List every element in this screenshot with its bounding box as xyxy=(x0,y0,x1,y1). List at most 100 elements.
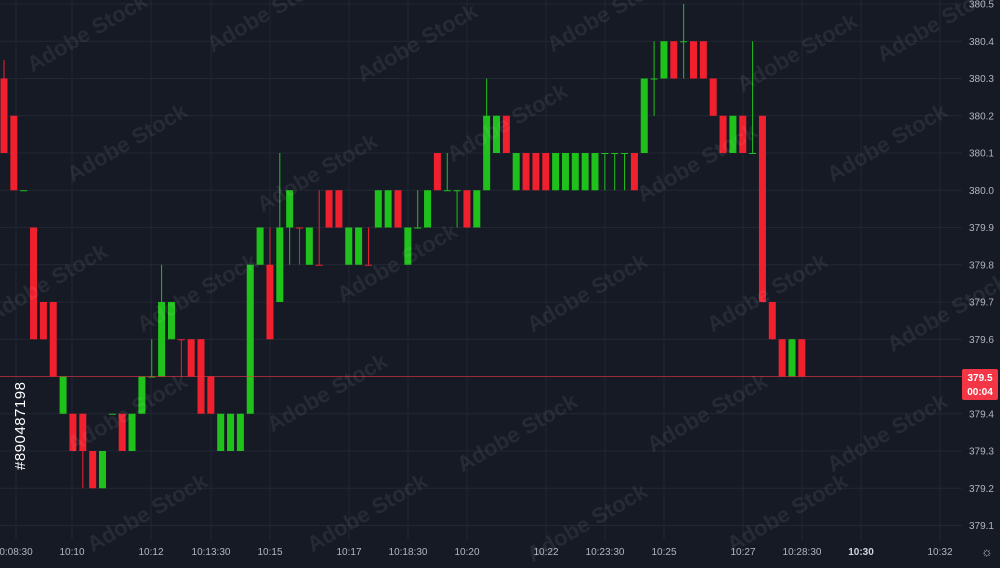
current-price-countdown: 00:04 xyxy=(967,387,993,398)
candle-body xyxy=(89,451,97,489)
candle-body xyxy=(315,264,323,266)
candle-body xyxy=(502,115,510,153)
current-price-tag: 379.5 00:04 xyxy=(962,369,998,400)
candle-body xyxy=(158,302,166,377)
time-tick-label: 10:27 xyxy=(730,547,755,558)
candle-body xyxy=(739,115,747,153)
price-tick-label: 380.5 xyxy=(969,0,994,11)
candle-body xyxy=(433,153,441,191)
candle-body xyxy=(650,78,658,80)
candle-body xyxy=(276,227,284,302)
candle-body xyxy=(296,227,303,229)
candle-body xyxy=(749,153,757,154)
candle-body xyxy=(0,78,8,153)
candle-body xyxy=(640,78,648,153)
candle-body xyxy=(167,302,175,340)
candle-body xyxy=(374,190,382,228)
candle-body xyxy=(69,413,77,451)
time-tick-label: 10:30 xyxy=(848,547,874,558)
candle-body xyxy=(768,302,776,340)
candles xyxy=(0,4,806,489)
price-axis: 380.5 380.4 380.3 380.2 380.1 380.0 379.9 379.8… xyxy=(969,0,994,532)
candle-body xyxy=(187,339,195,377)
candle-body xyxy=(266,264,274,340)
candle-body xyxy=(79,413,87,451)
candle-body xyxy=(621,153,629,154)
candle-body xyxy=(522,153,530,191)
candle-body xyxy=(414,227,422,229)
candle-body xyxy=(690,41,697,79)
candle-body xyxy=(532,153,540,191)
candle-body xyxy=(207,376,215,414)
price-tick-label: 380.2 xyxy=(969,111,994,122)
candle-body xyxy=(335,190,343,228)
candle-body xyxy=(286,190,294,228)
candle-body xyxy=(227,413,235,451)
candle-body xyxy=(788,339,796,377)
time-tick-label: 10:20 xyxy=(454,547,479,558)
price-tick-label: 379.7 xyxy=(969,298,994,309)
candle-body xyxy=(305,227,313,265)
candle-body xyxy=(699,41,707,79)
candle-body xyxy=(473,190,481,228)
candle-body xyxy=(364,264,372,266)
candle-body xyxy=(49,302,57,377)
candle-body xyxy=(709,78,717,116)
grid-lines xyxy=(0,0,962,540)
stock-id-label: #890487198 xyxy=(12,381,29,470)
candle-body xyxy=(719,115,727,153)
time-tick-label: 10:13:30 xyxy=(192,547,231,558)
candle-body xyxy=(345,227,353,265)
time-tick-label: 10:28:30 xyxy=(783,547,822,558)
candle-body xyxy=(394,190,402,228)
time-tick-label: 10:12 xyxy=(138,547,163,558)
candle-body xyxy=(10,115,18,191)
candle-body xyxy=(217,413,225,451)
candle-body xyxy=(108,413,116,415)
time-tick-label: 0:08:30 xyxy=(0,547,33,558)
price-tick-label: 380.1 xyxy=(969,149,994,160)
candle-body xyxy=(59,376,67,414)
time-tick-label: 10:18:30 xyxy=(389,547,428,558)
price-tick-label: 379.8 xyxy=(969,260,994,271)
candle-body xyxy=(128,413,136,451)
candle-body xyxy=(325,190,333,228)
candle-body xyxy=(660,41,668,79)
current-price-label: 379.5 xyxy=(967,373,992,384)
candle-body xyxy=(404,227,412,265)
time-tick-label: 10:23:30 xyxy=(586,547,625,558)
price-tick-label: 379.9 xyxy=(969,223,994,234)
candle-body xyxy=(30,227,38,340)
candle-body xyxy=(561,153,569,191)
time-tick-label: 10:10 xyxy=(59,547,84,558)
price-tick-label: 379.2 xyxy=(969,484,994,495)
price-tick-label: 379.4 xyxy=(969,409,994,420)
candle-body xyxy=(443,190,451,192)
candle-body xyxy=(39,302,47,340)
price-tick-label: 380.3 xyxy=(969,74,994,85)
candle-body xyxy=(99,451,106,489)
candle-body xyxy=(591,153,599,191)
price-tick-label: 379.3 xyxy=(969,447,994,458)
gear-icon[interactable]: ☼ xyxy=(981,544,993,559)
time-tick-label: 10:22 xyxy=(533,547,558,558)
candle-body xyxy=(20,190,28,192)
candle-body xyxy=(552,153,560,191)
candle-body xyxy=(778,339,786,377)
time-tick-label: 10:32 xyxy=(927,547,952,558)
price-tick-label: 379.6 xyxy=(969,335,994,346)
candle-body xyxy=(118,413,126,451)
time-tick-label: 10:17 xyxy=(336,547,361,558)
candle-body xyxy=(246,264,254,414)
current-price-tag-background xyxy=(962,369,998,400)
price-tick-label: 380.4 xyxy=(969,37,994,48)
candle-body xyxy=(463,190,471,228)
candle-body xyxy=(256,227,264,265)
candle-body xyxy=(601,153,609,154)
candle-body xyxy=(236,413,244,451)
candle-body xyxy=(571,153,579,191)
candle-body xyxy=(453,190,461,192)
candle-body xyxy=(670,41,678,79)
time-axis: 0:08:30 10:10 10:12 10:13:30 10:15 10:17 10:18… xyxy=(0,547,953,558)
